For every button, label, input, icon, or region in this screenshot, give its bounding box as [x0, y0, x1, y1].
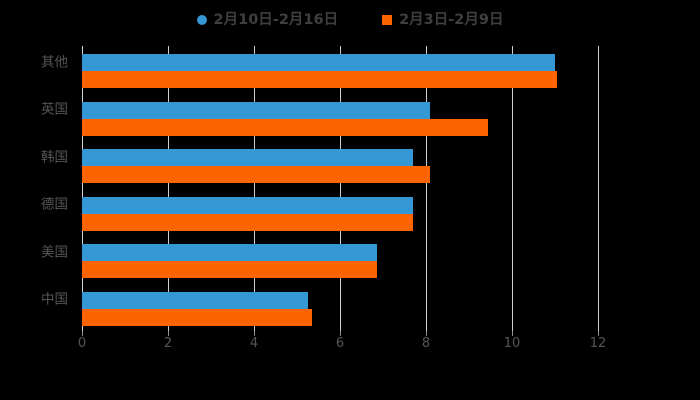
legend-label-series-0: 2月10日-2月16日: [213, 11, 339, 28]
x-axis-tick-4: [254, 331, 255, 336]
x-axis-label-2: 2: [163, 336, 173, 351]
bar-series-0[interactable]: [82, 196, 414, 214]
legend-item-series-1[interactable]: 2月3日-2月9日: [382, 13, 503, 28]
bar-series-container: [82, 46, 598, 331]
bar-row: [82, 284, 598, 332]
bar-row: [82, 236, 598, 284]
gridline-dashed-top: [598, 46, 599, 86]
y-axis-category-labels: 其他英国韩国德国美国中国: [0, 46, 76, 331]
bar-row: [82, 94, 598, 142]
gridline-x-6: [340, 46, 341, 331]
bar-row: [82, 141, 598, 189]
x-axis-tick-10: [512, 331, 513, 336]
bar-series-0[interactable]: [82, 149, 414, 166]
x-axis-label-4: 4: [249, 336, 259, 351]
x-axis-label-10: 10: [503, 336, 521, 351]
gridline-x-2: [168, 46, 169, 331]
legend-marker-square-icon: [382, 15, 393, 25]
gridline-x-4: [254, 46, 255, 331]
x-axis-tick-6: [340, 331, 341, 336]
bar-series-1[interactable]: [82, 118, 489, 136]
chart-legend: 2月10日-2月16日 2月3日-2月9日: [0, 8, 700, 32]
x-axis-tick-12: [598, 331, 599, 336]
bar-series-1[interactable]: [82, 166, 431, 183]
bar-row: [82, 189, 598, 237]
legend-item-series-0[interactable]: 2月10日-2月16日: [196, 11, 339, 28]
bar-series-0[interactable]: [82, 244, 377, 261]
y-axis-label-1: 英国: [41, 101, 68, 118]
y-axis-label-0: 其他: [41, 54, 68, 70]
bar-series-0[interactable]: [82, 54, 555, 71]
legend-marker-circle-icon: [196, 15, 207, 25]
x-axis-tick-2: [168, 331, 169, 336]
x-axis-tick-8: [426, 331, 427, 336]
gridline-x-8: [426, 46, 427, 331]
bar-series-1[interactable]: [82, 71, 558, 88]
y-axis-label-5: 中国: [41, 291, 68, 308]
x-axis-label-6: 6: [335, 336, 345, 351]
x-axis-label-8: 8: [421, 336, 431, 351]
plot-area: [82, 46, 599, 331]
x-axis-label-0: 0: [77, 336, 87, 351]
gridline-x-12: [598, 46, 599, 331]
y-axis-label-2: 韩国: [41, 149, 68, 165]
y-axis-label-3: 德国: [41, 196, 68, 213]
gridline-x-10: [512, 46, 513, 331]
bar-series-1[interactable]: [82, 261, 377, 278]
bar-row: [82, 46, 598, 94]
x-axis-tick-0: [82, 331, 83, 336]
y-axis-label-4: 美国: [41, 244, 68, 260]
bar-series-1[interactable]: [82, 213, 414, 231]
x-axis: 0 2 4 6 8 10 12: [78, 331, 606, 357]
bar-series-0[interactable]: [82, 291, 308, 309]
legend-label-series-1: 2月3日-2月9日: [399, 11, 504, 28]
x-axis-label-12: 12: [589, 336, 607, 351]
bar-series-1[interactable]: [82, 308, 313, 326]
y-axis-line: [82, 46, 83, 331]
bar-series-0[interactable]: [82, 101, 431, 119]
